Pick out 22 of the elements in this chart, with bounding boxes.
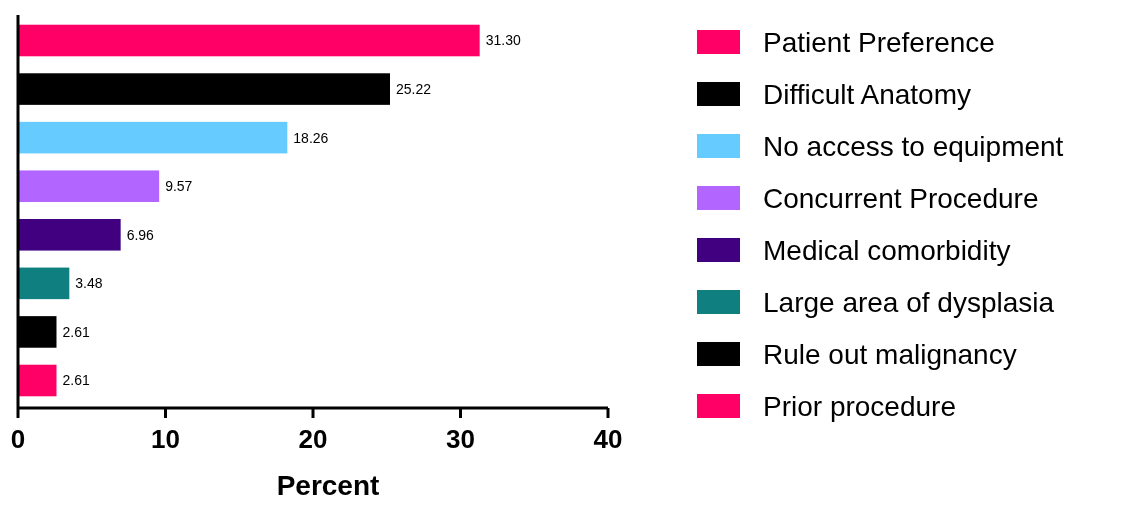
legend-label: Large area of dysplasia	[763, 286, 1055, 318]
data-label: 18.26	[293, 129, 329, 146]
legend-label: Medical comorbidity	[763, 234, 1011, 266]
data-label: 3.48	[75, 275, 103, 292]
x-tick-label: 20	[298, 424, 328, 454]
x-tick-label: 30	[446, 424, 475, 454]
legend-label: Prior procedure	[763, 390, 956, 422]
legend-label: No access to equipment	[763, 130, 1064, 162]
data-label: 6.96	[126, 226, 155, 243]
data-label: 2.61	[62, 372, 90, 389]
x-tick-label: 0	[10, 424, 26, 454]
legend-label: Difficult Anatomy	[763, 78, 972, 110]
legend-label: Patient Preference	[763, 26, 995, 58]
data-label: 25.22	[395, 80, 432, 97]
x-tick-label: 10	[151, 424, 180, 454]
x-axis-title: Percent	[276, 470, 380, 501]
data-label: 2.61	[62, 323, 90, 340]
x-tick-label: 40	[593, 424, 623, 454]
legend-label: Rule out malignancy	[763, 338, 1017, 370]
data-label: 31.30	[485, 32, 521, 49]
data-label: 9.57	[165, 178, 193, 195]
legend-label: Concurrent Procedure	[763, 182, 1039, 214]
